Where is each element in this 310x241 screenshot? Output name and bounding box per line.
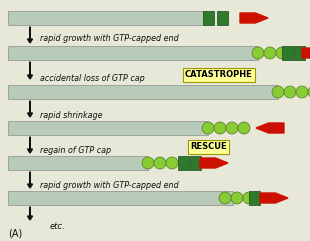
Circle shape [264, 47, 276, 59]
Text: (A): (A) [8, 228, 22, 238]
FancyArrow shape [260, 193, 288, 203]
Bar [282, 46, 293, 60]
Bar [190, 156, 201, 170]
Circle shape [284, 86, 296, 98]
Circle shape [154, 157, 166, 169]
Bar [8, 11, 203, 25]
Text: RESCUE: RESCUE [190, 142, 227, 151]
FancyArrow shape [256, 123, 284, 133]
Bar [217, 11, 228, 25]
Text: rapid growth with GTP-capped end: rapid growth with GTP-capped end [40, 181, 179, 190]
Bar [8, 121, 208, 135]
FancyArrow shape [200, 158, 228, 168]
FancyArrow shape [240, 13, 268, 23]
Text: regain of GTP cap: regain of GTP cap [40, 146, 111, 155]
Circle shape [214, 122, 226, 134]
Bar [203, 11, 214, 25]
Circle shape [272, 86, 284, 98]
Bar [249, 191, 260, 205]
FancyArrow shape [28, 101, 33, 117]
Bar [8, 46, 258, 60]
FancyArrow shape [28, 27, 33, 43]
FancyArrow shape [28, 207, 33, 220]
Text: etc.: etc. [50, 222, 66, 231]
Circle shape [243, 192, 255, 204]
Circle shape [276, 47, 288, 59]
Circle shape [308, 86, 310, 98]
FancyArrow shape [302, 48, 310, 58]
Circle shape [202, 122, 214, 134]
Circle shape [226, 122, 238, 134]
Circle shape [231, 192, 243, 204]
Text: rapid shrinkage: rapid shrinkage [40, 111, 103, 120]
Text: rapid growth with GTP-capped end: rapid growth with GTP-capped end [40, 34, 179, 43]
Circle shape [252, 47, 264, 59]
Bar [178, 156, 189, 170]
FancyArrow shape [28, 137, 33, 153]
Bar [8, 191, 233, 205]
FancyArrow shape [28, 172, 33, 188]
Bar [8, 85, 278, 99]
Circle shape [296, 86, 308, 98]
Circle shape [166, 157, 178, 169]
Bar [8, 156, 148, 170]
Circle shape [238, 122, 250, 134]
Circle shape [142, 157, 154, 169]
Circle shape [219, 192, 231, 204]
FancyArrow shape [28, 62, 33, 79]
Bar [294, 46, 305, 60]
Text: accidental loss of GTP cap: accidental loss of GTP cap [40, 74, 145, 83]
Text: CATASTROPHE: CATASTROPHE [185, 70, 253, 79]
